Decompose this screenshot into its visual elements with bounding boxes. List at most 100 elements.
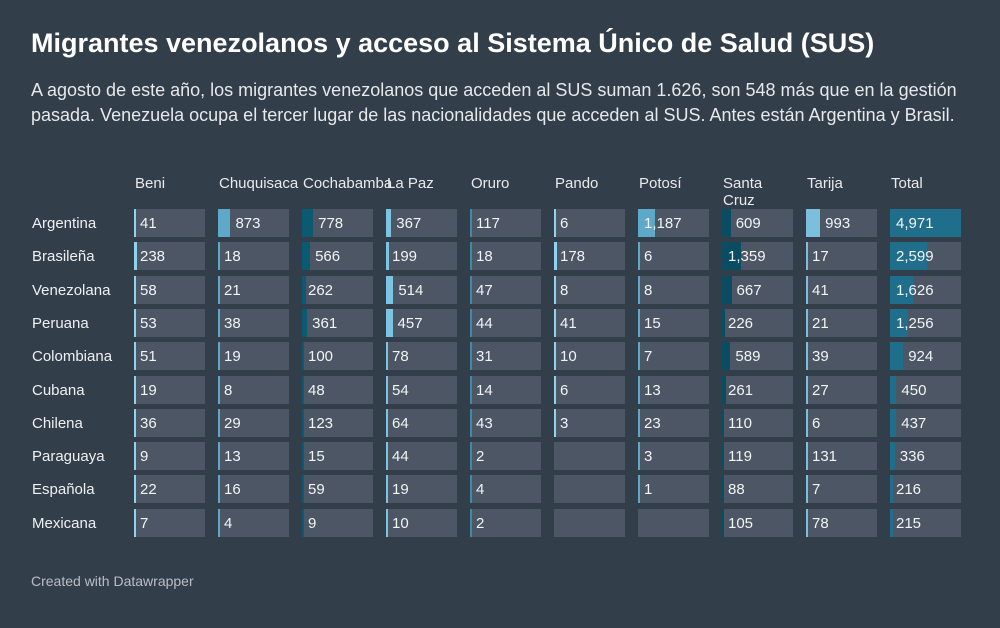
cell-value: 6 <box>560 381 569 399</box>
cell-value: 119 <box>728 448 752 466</box>
table-cell: 873 <box>218 209 289 237</box>
column-header[interactable]: Tarija <box>807 175 843 192</box>
cell-value: 437 <box>901 414 927 432</box>
table-cell: 19 <box>134 375 205 404</box>
cell-value: 4 <box>224 514 233 532</box>
table-cell: 117 <box>470 209 541 237</box>
cell-value: 457 <box>397 314 423 332</box>
table-cell: 119 <box>722 442 793 471</box>
value-bar <box>890 275 914 304</box>
table-cell: 8 <box>554 275 625 304</box>
table-cell: 2 <box>470 508 541 537</box>
value-bar <box>722 342 731 371</box>
cell-value: 9 <box>308 514 317 532</box>
column-header[interactable]: Beni <box>135 175 166 192</box>
value-bar <box>218 475 220 504</box>
table-cell: 1,187 <box>638 209 709 237</box>
value-bar <box>806 209 821 237</box>
table-cell: 78 <box>386 342 457 371</box>
table-cell: 778 <box>302 209 373 237</box>
row-label: Venezolana <box>32 281 111 299</box>
cell-value: 44 <box>476 314 493 332</box>
value-bar <box>218 209 231 237</box>
cell-value: 609 <box>735 215 761 232</box>
cell-value: 6 <box>644 248 653 266</box>
cell-value: 19 <box>392 481 409 499</box>
table-cell: 41 <box>806 275 877 304</box>
cell-value: 215 <box>896 514 922 532</box>
cell-value: 18 <box>476 248 493 266</box>
value-bar <box>134 475 136 504</box>
value-bar <box>218 408 220 437</box>
table-cell: 3 <box>554 408 625 437</box>
value-bar <box>722 375 726 404</box>
table-cell: 7 <box>638 342 709 371</box>
table-cell: 14 <box>470 375 541 404</box>
cell-value: 1,256 <box>896 314 934 332</box>
value-bar <box>806 308 808 337</box>
table-cell: 21 <box>806 308 877 337</box>
cell-value: 64 <box>392 414 409 432</box>
table-cell: 4,971 <box>890 209 961 237</box>
value-bar <box>806 375 808 404</box>
cell-value: 4 <box>476 481 485 499</box>
cell-value: 58 <box>140 281 157 299</box>
table-cell <box>554 475 625 504</box>
table-cell: 361 <box>302 308 373 337</box>
cell-value: 924 <box>908 348 934 366</box>
column-header[interactable]: Chuquisaca <box>219 175 299 192</box>
cell-value: 8 <box>644 281 653 299</box>
cell-value: 78 <box>392 348 409 366</box>
cell-value: 178 <box>560 248 586 266</box>
value-bar <box>890 475 894 504</box>
table-cell: 36 <box>134 408 205 437</box>
cell-value: 1,359 <box>728 248 766 266</box>
value-bar <box>386 308 393 337</box>
value-bar <box>722 442 724 471</box>
table-cell: 238 <box>134 242 205 271</box>
table-cell: 1,359 <box>722 242 793 271</box>
value-bar <box>806 475 808 504</box>
value-bar <box>218 442 220 471</box>
cell-value: 15 <box>308 448 325 466</box>
cell-value: 6 <box>560 215 569 232</box>
table-cell: 18 <box>218 242 289 271</box>
table-cell: 178 <box>554 242 625 271</box>
column-header[interactable]: Santa Cruz <box>723 175 763 209</box>
row-label: Mexicana <box>32 514 97 532</box>
column-header[interactable]: Potosí <box>639 175 682 192</box>
column-header[interactable]: Oruro <box>471 175 510 192</box>
table-cell: 110 <box>722 408 793 437</box>
column-header[interactable]: Cochabamba <box>303 175 393 192</box>
table-cell: 44 <box>386 442 457 471</box>
value-bar <box>470 342 472 371</box>
value-bar <box>638 408 640 437</box>
value-bar <box>890 508 894 537</box>
table-cell: 38 <box>218 308 289 337</box>
table-cell: 215 <box>890 508 961 537</box>
table-cell: 367 <box>386 209 457 237</box>
column-header[interactable]: La Paz <box>387 175 434 192</box>
value-bar <box>554 342 556 371</box>
table-cell: 100 <box>302 342 373 371</box>
value-bar <box>890 308 908 337</box>
table-cell: 4 <box>218 508 289 537</box>
table-cell: 21 <box>218 275 289 304</box>
column-header[interactable]: Total <box>891 175 923 192</box>
table-cell <box>554 442 625 471</box>
table-cell: 48 <box>302 375 373 404</box>
cell-value: 262 <box>308 281 334 299</box>
table-cell: 54 <box>386 375 457 404</box>
cell-value: 514 <box>398 281 424 299</box>
table-cell: 8 <box>638 275 709 304</box>
table-cell: 589 <box>722 342 793 371</box>
value-bar <box>638 275 640 304</box>
table-cell: 15 <box>302 442 373 471</box>
value-bar <box>302 508 304 537</box>
cell-value: 48 <box>308 381 325 399</box>
table-cell: 58 <box>134 275 205 304</box>
cell-value: 1,187 <box>644 215 682 232</box>
column-header[interactable]: Pando <box>555 175 599 192</box>
cell-value: 39 <box>812 348 829 366</box>
value-bar <box>386 442 388 471</box>
